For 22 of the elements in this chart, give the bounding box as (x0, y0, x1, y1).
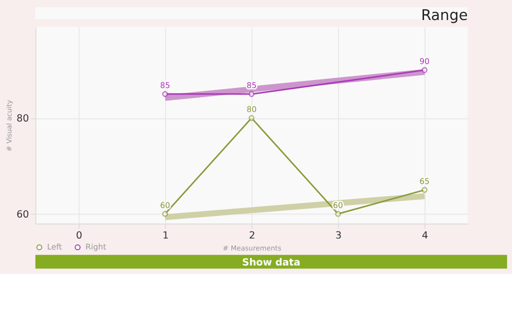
data-label: 85 (160, 81, 170, 90)
x-tick-label: 3 (335, 230, 342, 242)
point (248, 115, 254, 121)
point (162, 91, 168, 97)
chart-title: Range (421, 7, 468, 24)
text: Show data (242, 258, 300, 269)
data-label: 60 (160, 200, 170, 210)
data-label: 80 (246, 105, 257, 114)
point (422, 187, 428, 193)
legend-label: Left (47, 242, 62, 252)
x-tick-label: 0 (76, 230, 82, 242)
data-label: 65 (420, 177, 430, 186)
x-tick-label: 4 (422, 230, 428, 242)
point (335, 211, 341, 217)
data-label: 85 (246, 81, 257, 90)
x-tick-label: 1 (162, 230, 169, 242)
x-tick-label: 2 (248, 230, 256, 242)
legend-label: Right (85, 242, 106, 252)
data-label: 90 (420, 57, 430, 66)
point (422, 67, 428, 73)
point (248, 91, 254, 97)
point (162, 211, 168, 217)
